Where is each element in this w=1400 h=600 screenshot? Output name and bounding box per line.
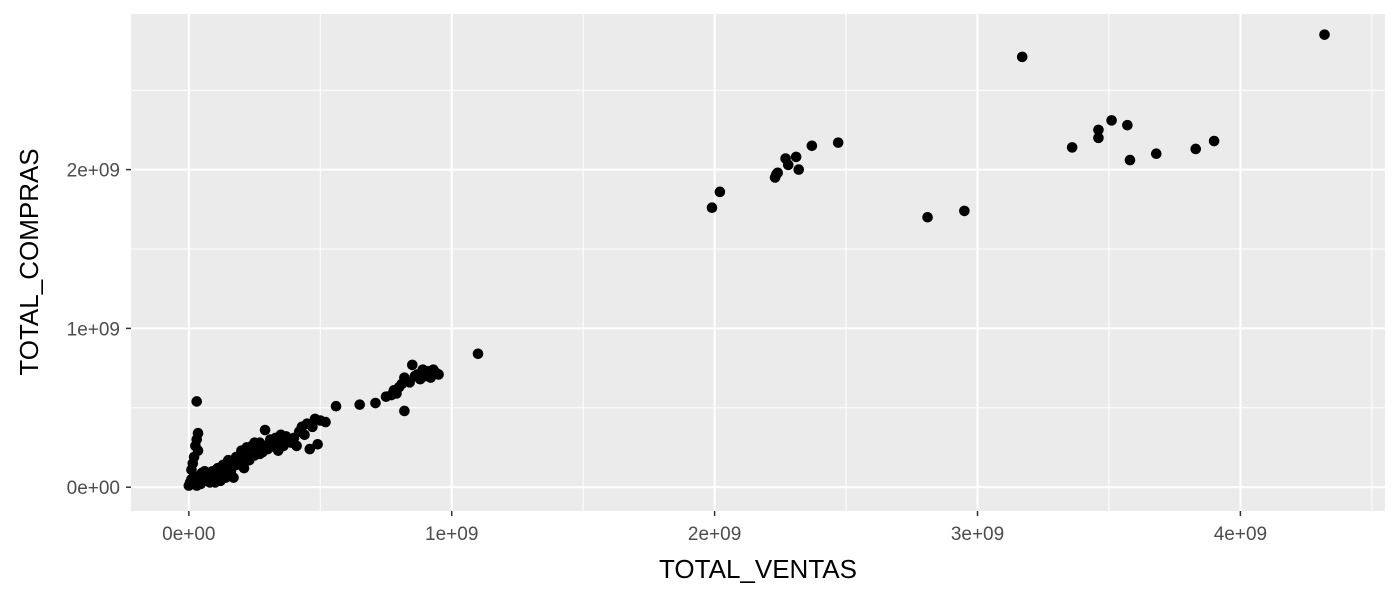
data-point xyxy=(236,445,247,456)
data-point xyxy=(291,440,302,452)
x-tick-label: 3e+09 xyxy=(951,524,1004,545)
data-point xyxy=(793,164,805,175)
data-point xyxy=(199,466,210,477)
data-point xyxy=(330,400,342,412)
data-point xyxy=(1106,115,1117,126)
data-point xyxy=(1093,124,1104,136)
data-point xyxy=(254,448,266,460)
y-axis-ticks: 0e+00 1e+09 2e+09 xyxy=(67,161,131,499)
data-point xyxy=(772,167,784,179)
data-point xyxy=(790,151,802,163)
data-point xyxy=(312,439,323,450)
data-point xyxy=(406,359,418,371)
data-point xyxy=(259,424,271,436)
data-point xyxy=(1122,119,1133,131)
data-point xyxy=(1208,135,1220,147)
data-point xyxy=(320,416,331,428)
x-tick-label: 1e+09 xyxy=(425,524,478,545)
data-point xyxy=(1016,51,1028,63)
data-point xyxy=(244,451,255,463)
data-point xyxy=(922,211,933,223)
data-point xyxy=(1190,143,1202,155)
data-point xyxy=(472,348,484,360)
y-tick-label: 1e+09 xyxy=(67,319,120,340)
data-point xyxy=(1093,132,1104,144)
y-axis-title: TOTAL_COMPRAS xyxy=(14,148,44,375)
data-point xyxy=(714,186,726,198)
data-point xyxy=(399,405,410,417)
data-point xyxy=(191,396,203,407)
data-point xyxy=(275,429,287,441)
data-points xyxy=(183,29,1330,491)
data-point xyxy=(354,399,366,410)
x-axis-title: TOTAL_VENTAS xyxy=(659,554,857,584)
x-tick-label: 0e+00 xyxy=(162,524,215,545)
data-point xyxy=(806,140,818,152)
data-point xyxy=(370,397,381,409)
data-point xyxy=(1066,142,1078,153)
data-point xyxy=(209,477,221,488)
data-point xyxy=(270,442,281,453)
data-point xyxy=(1150,148,1162,160)
data-point xyxy=(706,202,718,214)
major-gridlines xyxy=(131,14,1385,511)
data-point xyxy=(959,205,970,217)
data-point xyxy=(782,159,794,171)
data-point xyxy=(1124,154,1136,166)
x-axis-ticks: 0e+00 1e+09 2e+09 3e+09 4e+09 xyxy=(162,511,1267,545)
data-point xyxy=(304,443,316,455)
plot-panel xyxy=(131,14,1385,511)
data-point xyxy=(249,437,260,449)
data-point xyxy=(1319,29,1330,40)
y-tick-label: 2e+09 xyxy=(67,161,120,182)
data-point xyxy=(832,137,844,148)
x-tick-label: 4e+09 xyxy=(1214,524,1267,545)
data-point xyxy=(433,369,444,380)
x-tick-label: 2e+09 xyxy=(688,524,741,545)
data-point xyxy=(299,429,310,441)
data-point xyxy=(236,456,247,468)
y-tick-label: 0e+00 xyxy=(67,478,120,499)
